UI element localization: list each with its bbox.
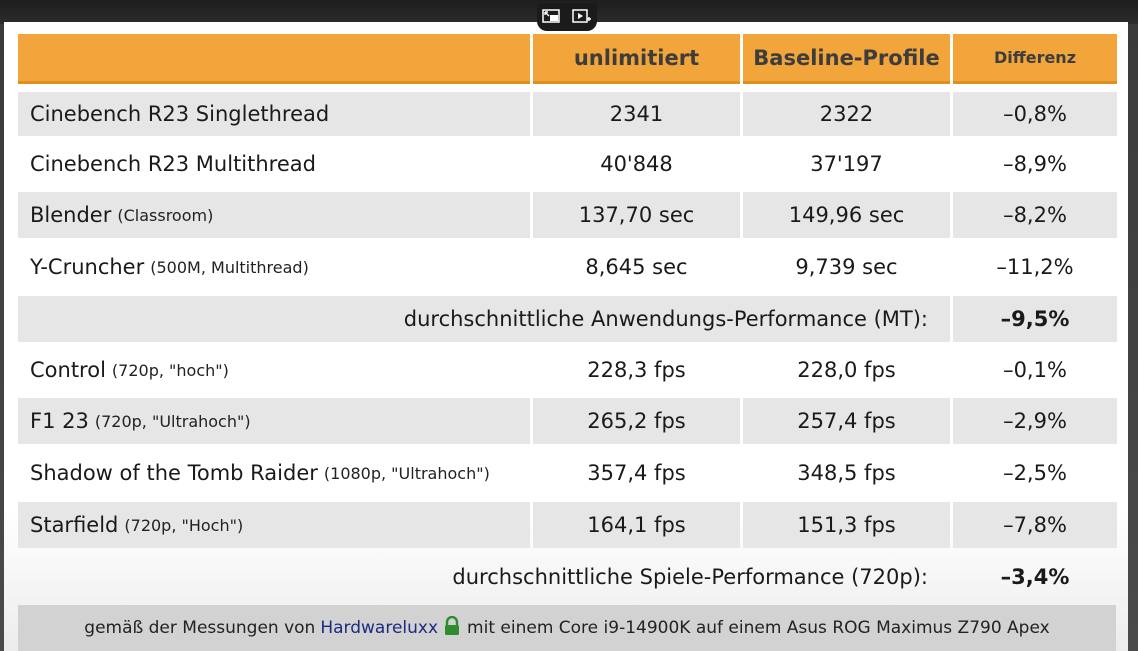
cell-baseline: 9,739 sec (743, 244, 950, 290)
row-label: Control (720p, "hoch") (18, 348, 530, 392)
cell-baseline: 228,0 fps (743, 348, 950, 392)
footer-prefix: gemäß der Messungen von (84, 618, 316, 638)
row-sub: (1080p, "Ultrahoch") (323, 463, 490, 483)
cell-differenz: –2,5% (953, 450, 1117, 496)
cell-differenz: –7,8% (953, 502, 1117, 548)
summary-app-label: durchschnittliche Anwendungs-Performance… (18, 296, 950, 342)
row-sub: (500M, Multithread) (150, 257, 309, 277)
row-name: Control (30, 358, 106, 382)
header-unlimitiert: unlimitiert (533, 34, 740, 84)
row-name: Y-Cruncher (30, 255, 145, 279)
autoplay-icon[interactable] (572, 8, 591, 23)
lock-icon (443, 615, 461, 641)
cell-differenz: –8,9% (953, 142, 1117, 186)
header-differenz: Differenz (953, 34, 1117, 84)
cell-unlimitiert: 357,4 fps (533, 450, 740, 496)
hardwareluxx-link[interactable]: Hardwareluxx (320, 618, 439, 638)
row-sub: (720p, "Hoch") (124, 515, 244, 535)
header-baseline: Baseline-Profile (743, 34, 950, 84)
cell-baseline: 2322 (743, 92, 950, 136)
row-label: Starfield (720p, "Hoch") (18, 502, 530, 548)
cell-baseline: 151,3 fps (743, 502, 950, 548)
row-name: Cinebench R23 Multithread (30, 152, 316, 176)
cell-unlimitiert: 265,2 fps (533, 398, 740, 444)
cell-differenz: –2,9% (953, 398, 1117, 444)
source-footer: gemäß der Messungen von Hardwareluxx mit… (18, 605, 1116, 651)
row-label: Blender (Classroom) (18, 192, 530, 238)
cell-baseline: 348,5 fps (743, 450, 950, 496)
cell-differenz: –11,2% (953, 244, 1117, 290)
row-label: Cinebench R23 Multithread (18, 142, 530, 186)
cell-baseline: 149,96 sec (743, 192, 950, 238)
cell-unlimitiert: 164,1 fps (533, 502, 740, 548)
cell-baseline: 37'197 (743, 142, 950, 186)
row-name: Starfield (30, 513, 119, 537)
summary-games-label: durchschnittliche Spiele-Performance (72… (452, 565, 928, 589)
cell-unlimitiert: 228,3 fps (533, 348, 740, 392)
row-sub: (720p, "hoch") (111, 360, 229, 380)
row-label: Y-Cruncher (500M, Multithread) (18, 244, 530, 290)
summary-games-value: –3,4% (1000, 565, 1070, 589)
row-name: Cinebench R23 Singlethread (30, 102, 330, 126)
header-blank (18, 34, 530, 84)
summary-app-value: –9,5% (953, 296, 1117, 342)
row-name: Shadow of the Tomb Raider (30, 461, 318, 485)
cell-unlimitiert: 40'848 (533, 142, 740, 186)
footer-suffix: mit einem Core i9-14900K auf einem Asus … (467, 618, 1050, 638)
cell-unlimitiert: 2341 (533, 92, 740, 136)
row-label: F1 23 (720p, "Ultrahoch") (18, 398, 530, 444)
row-label: Cinebench R23 Singlethread (18, 92, 530, 136)
cell-unlimitiert: 137,70 sec (533, 192, 740, 238)
miniplayer-icon[interactable] (542, 8, 560, 23)
cell-differenz: –0,8% (953, 92, 1117, 136)
cell-differenz: –0,1% (953, 348, 1117, 392)
cell-differenz: –8,2% (953, 192, 1117, 238)
row-name: Blender (30, 203, 112, 227)
row-sub: (Classroom) (117, 205, 214, 225)
row-sub: (720p, "Ultrahoch") (94, 411, 251, 431)
cell-baseline: 257,4 fps (743, 398, 950, 444)
row-label: Shadow of the Tomb Raider (1080p, "Ultrah… (18, 450, 530, 496)
cell-unlimitiert: 8,645 sec (533, 244, 740, 290)
row-name: F1 23 (30, 409, 89, 433)
player-controls (537, 3, 597, 31)
